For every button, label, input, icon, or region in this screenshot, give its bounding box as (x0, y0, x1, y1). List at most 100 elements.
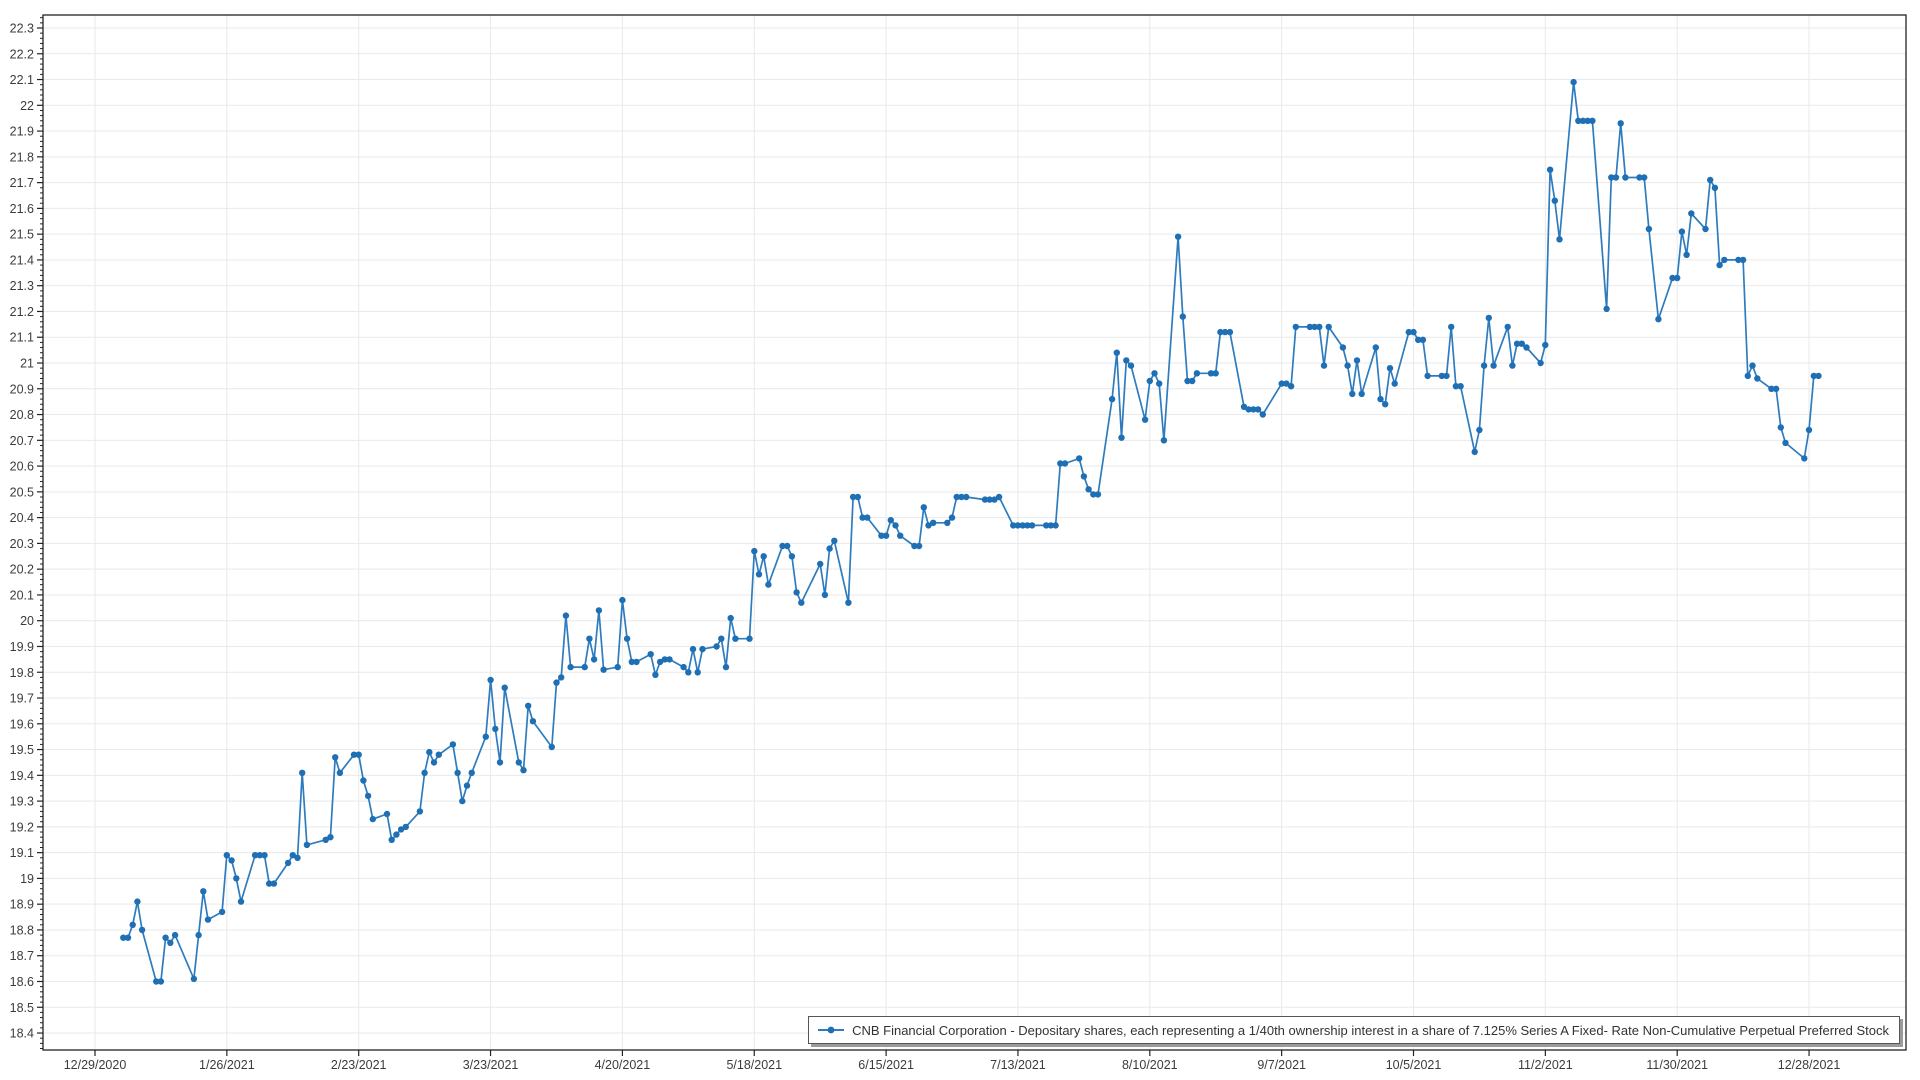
data-point-marker (1386, 365, 1394, 372)
data-point-marker (1721, 256, 1728, 264)
data-point-marker (233, 875, 240, 882)
data-point-marker (426, 748, 433, 756)
data-point-marker (1471, 448, 1478, 456)
data-point-marker (1702, 225, 1709, 233)
data-point-marker (1448, 323, 1455, 331)
y-tick-label: 21.7 (10, 176, 34, 190)
data-point-marker (656, 658, 664, 666)
data-point-marker (1028, 522, 1036, 529)
data-point-marker (897, 532, 904, 539)
y-tick-label: 22.3 (10, 22, 34, 36)
data-point-marker (1589, 117, 1596, 125)
x-tick-label: 7/13/2021 (990, 1058, 1046, 1072)
y-tick-label: 20.4 (10, 511, 34, 525)
y-tick-label: 19.4 (10, 769, 34, 783)
data-point-marker (1382, 401, 1389, 408)
x-tick-label: 4/20/2021 (595, 1058, 651, 1072)
data-point-marker (600, 666, 607, 673)
data-point-marker (1113, 349, 1121, 356)
data-point-marker (190, 975, 198, 983)
data-point-marker (1325, 323, 1332, 331)
data-point-marker (1636, 174, 1643, 181)
data-point-marker (492, 725, 499, 733)
y-tick-label: 18.5 (10, 1001, 34, 1015)
data-point-marker (261, 852, 268, 859)
data-point-marker (567, 663, 574, 671)
data-point-marker (845, 599, 852, 606)
data-point-marker (1523, 344, 1530, 351)
data-point-marker (1655, 316, 1662, 323)
data-point-marker (1320, 362, 1328, 369)
data-point-marker (746, 635, 753, 642)
data-point-marker (1127, 362, 1135, 369)
data-point-marker (529, 718, 537, 725)
data-point-marker (1772, 385, 1780, 392)
gridlines (43, 15, 1906, 1050)
data-point-marker (732, 635, 739, 642)
data-point-marker (1193, 370, 1201, 377)
data-point-marker (449, 741, 457, 748)
data-point-marker (1744, 372, 1752, 380)
data-point-marker (793, 589, 800, 596)
y-tick-label: 19.2 (10, 820, 34, 834)
data-point-marker (1151, 370, 1158, 377)
data-point-marker (652, 671, 659, 678)
data-point-marker (694, 669, 701, 676)
data-point-marker (1349, 390, 1356, 398)
data-point-marker (1815, 372, 1822, 380)
data-point-marker (256, 852, 263, 859)
data-point-marker (553, 679, 560, 686)
data-point-marker (251, 852, 259, 859)
data-point-marker (157, 978, 165, 985)
y-tick-label: 20.1 (10, 588, 34, 602)
data-point-marker (430, 759, 438, 766)
data-point-marker (920, 504, 927, 511)
data-point-marker (1546, 166, 1554, 173)
data-point-marker (1457, 383, 1464, 390)
data-point-marker (1156, 380, 1163, 387)
data-point-marker (1014, 522, 1022, 529)
data-point-marker (915, 542, 923, 550)
data-point-marker (1707, 176, 1714, 184)
data-point-marker (496, 759, 504, 766)
data-point-marker (1254, 406, 1262, 413)
y-tick-label: 21.8 (10, 150, 34, 164)
data-point-marker (1024, 522, 1031, 529)
data-point-marker (1052, 522, 1059, 529)
y-tick-label: 20 (20, 614, 34, 628)
data-point-marker (402, 823, 409, 831)
data-point-marker (1212, 370, 1219, 377)
data-point-marker (1754, 375, 1761, 382)
data-point-marker (369, 815, 376, 823)
data-point-marker (162, 934, 169, 941)
data-point-marker (1490, 362, 1497, 369)
data-point-marker (1184, 377, 1191, 385)
y-tick-label: 20.3 (10, 537, 34, 551)
data-point-marker (826, 545, 833, 552)
data-point-marker (798, 599, 805, 606)
data-point-marker (944, 519, 951, 526)
data-point-marker (1579, 117, 1587, 125)
data-point-marker (270, 880, 278, 887)
data-point-marker (680, 663, 687, 671)
data-point-marker (1391, 380, 1398, 387)
data-point-marker (388, 836, 395, 843)
data-point-marker (482, 733, 489, 740)
data-point-marker (1688, 210, 1695, 217)
data-point-marker (200, 888, 207, 895)
x-tick-label: 3/23/2021 (463, 1058, 519, 1072)
data-point-marker (336, 769, 344, 776)
data-point-marker (689, 645, 697, 653)
y-tick-label: 18.9 (10, 898, 34, 912)
data-point-marker (1080, 473, 1088, 480)
data-point-marker (167, 939, 174, 946)
data-point-marker (727, 614, 734, 622)
data-point-marker (981, 496, 989, 503)
y-tick-label: 21 (20, 357, 34, 371)
data-point-marker (332, 754, 339, 761)
data-point-marker (1316, 323, 1323, 331)
y-tick-label: 19.6 (10, 717, 34, 731)
data-point-marker (1711, 184, 1719, 191)
data-point-marker (1108, 395, 1116, 403)
